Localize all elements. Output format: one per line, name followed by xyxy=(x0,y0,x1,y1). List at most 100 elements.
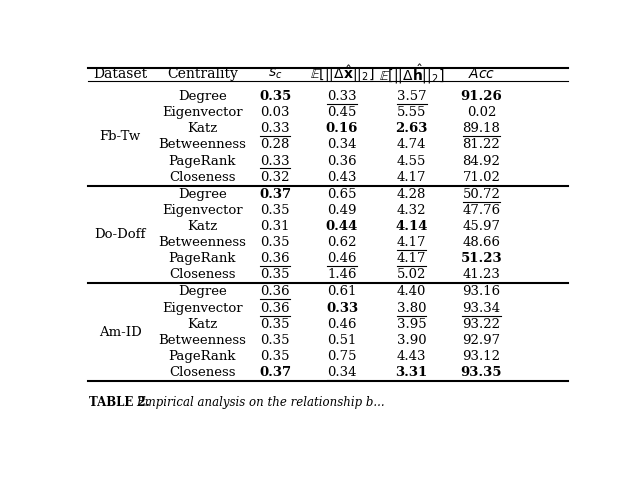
Text: Eigenvector: Eigenvector xyxy=(162,204,243,217)
Text: 91.26: 91.26 xyxy=(461,90,502,103)
Text: 0.36: 0.36 xyxy=(260,302,290,315)
Text: $\mathbb{E}[||\Delta\hat{\mathbf{h}}||_2]$: $\mathbb{E}[||\Delta\hat{\mathbf{h}}||_2… xyxy=(379,62,444,86)
Text: 4.55: 4.55 xyxy=(397,155,426,168)
Text: 0.46: 0.46 xyxy=(327,318,356,331)
Text: 0.51: 0.51 xyxy=(327,334,356,347)
Text: 4.17: 4.17 xyxy=(397,171,426,184)
Text: 0.35: 0.35 xyxy=(260,350,290,363)
Text: 0.65: 0.65 xyxy=(327,187,356,201)
Text: 93.34: 93.34 xyxy=(462,302,500,315)
Text: 93.35: 93.35 xyxy=(461,366,502,379)
Text: 0.34: 0.34 xyxy=(327,138,356,151)
Text: 0.49: 0.49 xyxy=(327,204,356,217)
Text: 0.16: 0.16 xyxy=(326,122,358,135)
Text: Degree: Degree xyxy=(178,187,227,201)
Text: 0.02: 0.02 xyxy=(467,106,496,119)
Text: 0.61: 0.61 xyxy=(327,285,356,298)
Text: 47.76: 47.76 xyxy=(462,204,500,217)
Text: 0.45: 0.45 xyxy=(327,106,356,119)
Text: PageRank: PageRank xyxy=(169,155,236,168)
Text: 5.55: 5.55 xyxy=(397,106,426,119)
Text: 84.92: 84.92 xyxy=(463,155,500,168)
Text: 0.37: 0.37 xyxy=(259,366,291,379)
Text: Katz: Katz xyxy=(188,220,218,233)
Text: Katz: Katz xyxy=(188,318,218,331)
Text: 0.36: 0.36 xyxy=(260,285,290,298)
Text: 0.37: 0.37 xyxy=(259,187,291,201)
Text: 3.90: 3.90 xyxy=(397,334,426,347)
Text: 0.46: 0.46 xyxy=(327,252,356,265)
Text: 0.43: 0.43 xyxy=(327,171,356,184)
Text: 81.22: 81.22 xyxy=(463,138,500,151)
Text: Katz: Katz xyxy=(188,122,218,135)
Text: 48.66: 48.66 xyxy=(463,236,500,249)
Text: Empirical analysis on the relationship b...: Empirical analysis on the relationship b… xyxy=(136,396,385,409)
Text: Dataset: Dataset xyxy=(93,67,147,81)
Text: 0.33: 0.33 xyxy=(327,90,356,103)
Text: 0.44: 0.44 xyxy=(326,220,358,233)
Text: 0.35: 0.35 xyxy=(259,90,291,103)
Text: Degree: Degree xyxy=(178,90,227,103)
Text: Eigenvector: Eigenvector xyxy=(162,302,243,315)
Text: Betweenness: Betweenness xyxy=(159,138,246,151)
Text: Closeness: Closeness xyxy=(169,366,236,379)
Text: 3.57: 3.57 xyxy=(397,90,426,103)
Text: 51.23: 51.23 xyxy=(461,252,502,265)
Text: 3.95: 3.95 xyxy=(397,318,426,331)
Text: $\mathit{Acc}$: $\mathit{Acc}$ xyxy=(468,67,495,81)
Text: 89.18: 89.18 xyxy=(463,122,500,135)
Text: 0.36: 0.36 xyxy=(327,155,356,168)
Text: Betweenness: Betweenness xyxy=(159,236,246,249)
Text: 0.35: 0.35 xyxy=(260,334,290,347)
Text: 0.03: 0.03 xyxy=(260,106,290,119)
Text: 0.33: 0.33 xyxy=(326,302,358,315)
Text: 41.23: 41.23 xyxy=(463,268,500,281)
Text: Closeness: Closeness xyxy=(169,268,236,281)
Text: 92.97: 92.97 xyxy=(462,334,500,347)
Text: 3.80: 3.80 xyxy=(397,302,426,315)
Text: Am-ID: Am-ID xyxy=(99,326,141,339)
Text: 0.35: 0.35 xyxy=(260,318,290,331)
Text: 4.17: 4.17 xyxy=(397,236,426,249)
Text: 71.02: 71.02 xyxy=(463,171,500,184)
Text: Eigenvector: Eigenvector xyxy=(162,106,243,119)
Text: 0.33: 0.33 xyxy=(260,122,290,135)
Text: 4.74: 4.74 xyxy=(397,138,426,151)
Text: 4.17: 4.17 xyxy=(397,252,426,265)
Text: PageRank: PageRank xyxy=(169,350,236,363)
Text: 0.31: 0.31 xyxy=(260,220,290,233)
Text: 0.35: 0.35 xyxy=(260,268,290,281)
Text: 50.72: 50.72 xyxy=(463,187,500,201)
Text: PageRank: PageRank xyxy=(169,252,236,265)
Text: 4.28: 4.28 xyxy=(397,187,426,201)
Text: 2.63: 2.63 xyxy=(396,122,428,135)
Text: 93.12: 93.12 xyxy=(463,350,500,363)
Text: 0.35: 0.35 xyxy=(260,236,290,249)
Text: 4.43: 4.43 xyxy=(397,350,426,363)
Text: 4.14: 4.14 xyxy=(396,220,428,233)
Text: 0.28: 0.28 xyxy=(260,138,290,151)
Text: Betweenness: Betweenness xyxy=(159,334,246,347)
Text: Do-Doff: Do-Doff xyxy=(95,228,146,241)
Text: 0.75: 0.75 xyxy=(327,350,356,363)
Text: 93.22: 93.22 xyxy=(463,318,500,331)
Text: 0.36: 0.36 xyxy=(260,252,290,265)
Text: Centrality: Centrality xyxy=(167,67,238,81)
Text: 1.46: 1.46 xyxy=(327,268,356,281)
Text: $s_c$: $s_c$ xyxy=(268,67,282,81)
Text: 0.34: 0.34 xyxy=(327,366,356,379)
Text: 0.32: 0.32 xyxy=(260,171,290,184)
Text: 0.33: 0.33 xyxy=(260,155,290,168)
Text: Closeness: Closeness xyxy=(169,171,236,184)
Text: $\mathbb{E}[||\Delta\hat{\mathbf{x}}||_2]$: $\mathbb{E}[||\Delta\hat{\mathbf{x}}||_2… xyxy=(310,64,374,84)
Text: 4.40: 4.40 xyxy=(397,285,426,298)
Text: 0.35: 0.35 xyxy=(260,204,290,217)
Text: 3.31: 3.31 xyxy=(396,366,428,379)
Text: Fb-Tw: Fb-Tw xyxy=(100,130,141,143)
Text: 93.16: 93.16 xyxy=(462,285,500,298)
Text: 4.32: 4.32 xyxy=(397,204,426,217)
Text: 5.02: 5.02 xyxy=(397,268,426,281)
Text: Degree: Degree xyxy=(178,285,227,298)
Text: 45.97: 45.97 xyxy=(463,220,500,233)
Text: TABLE 2.: TABLE 2. xyxy=(90,396,150,409)
